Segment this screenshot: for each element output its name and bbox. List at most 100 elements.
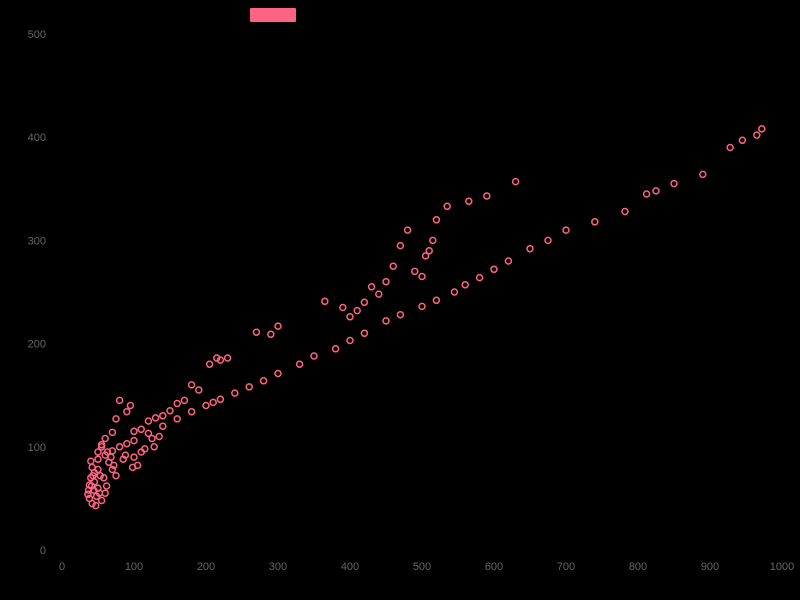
data-point <box>107 453 115 461</box>
data-point <box>209 398 217 407</box>
x-axis-ticks: 0 100 200 300 400 500 600 700 800 900 1000 <box>59 561 794 573</box>
data-point <box>758 125 766 133</box>
data-point <box>150 443 158 451</box>
data-point <box>353 306 361 315</box>
data-point <box>339 303 347 312</box>
x-tick-label: 0 <box>59 561 65 573</box>
data-point <box>151 414 160 422</box>
data-point <box>418 302 426 311</box>
data-point <box>411 267 419 276</box>
data-point <box>173 399 181 408</box>
data-point <box>87 482 96 490</box>
data-point <box>389 262 397 270</box>
data-point <box>202 401 210 410</box>
x-tick-label: 600 <box>485 561 503 573</box>
data-point <box>123 407 131 416</box>
data-point <box>562 226 570 234</box>
data-point <box>112 471 120 480</box>
data-point <box>429 236 437 245</box>
y-axis-ticks: 0 100 200 300 400 500 <box>28 29 46 557</box>
data-point <box>115 443 124 451</box>
data-point <box>173 415 181 423</box>
data-point <box>504 257 513 265</box>
data-point <box>144 417 153 425</box>
data-point <box>346 313 354 321</box>
data-point <box>526 244 534 253</box>
data-point <box>130 436 138 445</box>
data-point <box>699 170 707 179</box>
data-point <box>213 354 221 362</box>
data-point <box>382 317 390 325</box>
data-point <box>726 143 734 152</box>
data-point <box>274 322 282 330</box>
data-point <box>490 265 498 274</box>
x-tick-label: 500 <box>413 561 431 573</box>
data-point <box>396 310 405 319</box>
data-point <box>418 272 426 281</box>
data-point <box>141 445 149 453</box>
data-point <box>231 389 239 397</box>
data-point <box>112 415 120 423</box>
data-point <box>591 218 599 226</box>
data-point <box>187 407 196 416</box>
plot-area <box>84 125 766 510</box>
data-point <box>87 457 95 465</box>
data-point <box>432 216 441 224</box>
x-tick-label: 300 <box>269 561 287 573</box>
data-point <box>195 386 203 394</box>
legend-swatch <box>250 8 296 22</box>
data-point <box>94 455 102 463</box>
data-point <box>103 448 112 456</box>
data-point <box>130 427 138 436</box>
data-point <box>382 277 390 286</box>
data-point <box>144 429 153 438</box>
data-point <box>216 395 225 404</box>
y-tick-label: 200 <box>28 339 46 351</box>
y-tick-label: 300 <box>28 235 46 247</box>
data-point <box>432 296 441 305</box>
y-tick-label: 100 <box>28 442 46 454</box>
data-point <box>159 412 167 420</box>
x-tick-label: 100 <box>125 561 143 573</box>
data-point <box>321 297 329 306</box>
data-point <box>475 273 484 282</box>
data-point <box>396 241 405 250</box>
data-point <box>180 396 189 405</box>
data-point <box>738 136 747 145</box>
data-point <box>155 432 163 441</box>
data-point <box>123 439 131 448</box>
data-point <box>450 288 459 296</box>
data-point <box>187 381 196 389</box>
data-point <box>652 187 660 195</box>
legend-label-box <box>300 7 544 23</box>
data-point <box>252 328 261 336</box>
data-point <box>375 290 383 298</box>
data-point <box>130 453 138 461</box>
data-point <box>360 329 369 338</box>
data-point <box>94 448 102 456</box>
data-point <box>108 428 117 437</box>
x-tick-label: 700 <box>557 561 575 573</box>
data-point <box>137 425 145 434</box>
x-tick-label: 800 <box>629 561 647 573</box>
data-point <box>97 496 106 505</box>
data-point <box>159 422 167 430</box>
data-point <box>403 226 412 234</box>
data-point <box>421 252 430 260</box>
x-tick-label: 400 <box>341 561 359 573</box>
data-point <box>461 281 469 289</box>
y-tick-label: 500 <box>28 29 46 41</box>
data-point <box>96 471 104 480</box>
data-point <box>621 207 629 216</box>
data-point <box>88 463 96 472</box>
data-point <box>245 383 253 391</box>
data-point <box>205 360 214 368</box>
data-point <box>92 501 100 510</box>
legend <box>250 7 544 23</box>
data-point <box>259 377 268 385</box>
data-point <box>102 482 111 490</box>
y-tick-label: 0 <box>40 545 46 557</box>
data-point <box>97 440 106 449</box>
data-point <box>274 369 282 378</box>
data-point <box>166 406 174 415</box>
